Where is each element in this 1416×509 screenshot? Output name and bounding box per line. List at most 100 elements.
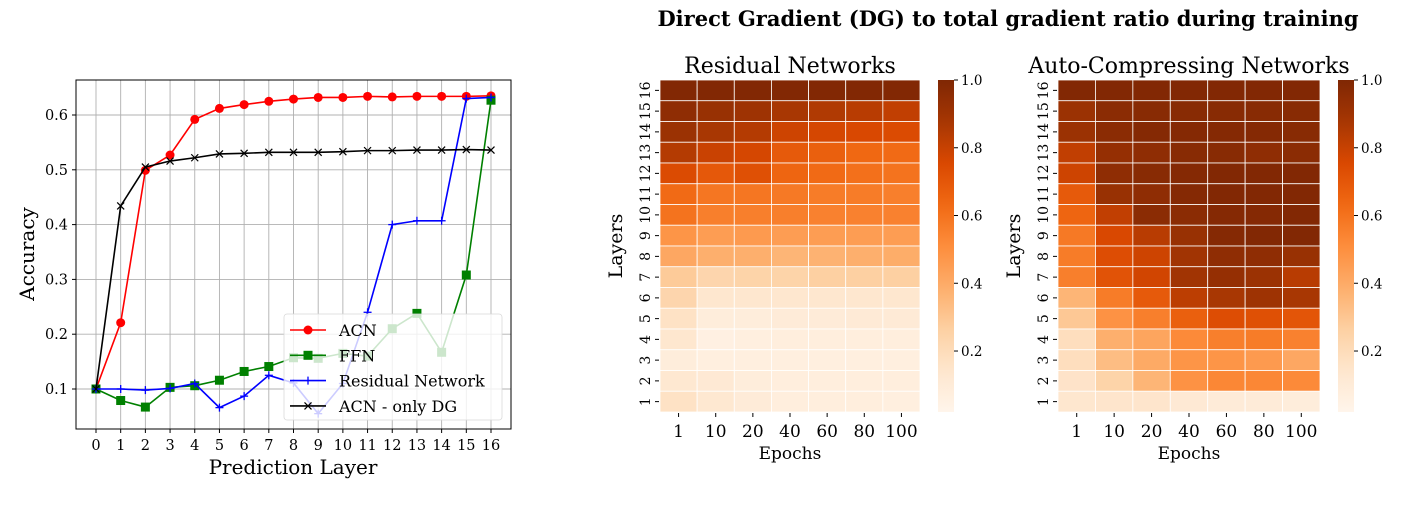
svg-text:13: 13 bbox=[638, 144, 654, 162]
svg-text:6: 6 bbox=[240, 438, 249, 454]
acn-heatmap: Auto-Compressing Networks161514131211109… bbox=[1003, 54, 1382, 464]
x-axis-label: Epochs bbox=[1158, 444, 1221, 464]
svg-text:5: 5 bbox=[215, 438, 224, 454]
svg-text:80: 80 bbox=[1253, 422, 1275, 442]
svg-text:0.4: 0.4 bbox=[1361, 276, 1382, 292]
svg-text:11: 11 bbox=[1036, 185, 1052, 203]
svg-text:10: 10 bbox=[1103, 422, 1125, 442]
svg-text:100: 100 bbox=[1285, 422, 1317, 442]
svg-text:0.6: 0.6 bbox=[961, 209, 982, 225]
heatmap-title: Residual Networks bbox=[684, 54, 896, 79]
svg-text:40: 40 bbox=[1178, 422, 1200, 442]
legend: ACN FFN Residual Network ACN - only DG bbox=[283, 313, 503, 421]
svg-text:1.0: 1.0 bbox=[961, 73, 982, 89]
svg-text:2: 2 bbox=[638, 376, 654, 385]
svg-text:9: 9 bbox=[314, 438, 323, 454]
svg-text:5: 5 bbox=[1036, 314, 1052, 323]
heatmap-cells bbox=[659, 79, 921, 413]
svg-text:1: 1 bbox=[116, 438, 125, 454]
svg-text:13: 13 bbox=[1036, 144, 1052, 162]
svg-text:0.6: 0.6 bbox=[1361, 209, 1382, 225]
legend-label: Residual Network bbox=[339, 372, 485, 391]
residual-networks-heatmap: Residual Networks16151413121110987654321… bbox=[605, 54, 982, 464]
x-axis-label: Prediction Layer bbox=[209, 455, 378, 479]
y-axis-label: Accuracy bbox=[15, 206, 39, 301]
svg-text:4: 4 bbox=[638, 335, 654, 344]
svg-text:14: 14 bbox=[638, 123, 654, 141]
svg-text:0.4: 0.4 bbox=[961, 276, 982, 292]
svg-text:80: 80 bbox=[853, 422, 875, 442]
svg-text:16: 16 bbox=[638, 81, 654, 99]
svg-text:20: 20 bbox=[742, 422, 764, 442]
svg-text:1: 1 bbox=[1036, 397, 1052, 406]
svg-text:0: 0 bbox=[91, 438, 100, 454]
svg-text:15: 15 bbox=[1036, 102, 1052, 120]
svg-text:6: 6 bbox=[638, 293, 654, 302]
svg-text:9: 9 bbox=[638, 231, 654, 240]
svg-text:3: 3 bbox=[165, 438, 174, 454]
svg-text:60: 60 bbox=[816, 422, 838, 442]
svg-text:0.5: 0.5 bbox=[45, 163, 68, 179]
svg-text:7: 7 bbox=[264, 438, 273, 454]
legend-item: Residual Network bbox=[290, 372, 485, 391]
svg-text:0.6: 0.6 bbox=[45, 108, 68, 124]
svg-text:8: 8 bbox=[289, 438, 298, 454]
svg-text:8: 8 bbox=[1036, 252, 1052, 261]
svg-text:16: 16 bbox=[482, 438, 500, 454]
svg-text:14: 14 bbox=[1036, 123, 1052, 141]
svg-text:60: 60 bbox=[1216, 422, 1238, 442]
svg-text:0.3: 0.3 bbox=[45, 272, 68, 288]
svg-text:0.2: 0.2 bbox=[1361, 344, 1382, 360]
y-axis-label: Layers bbox=[605, 214, 627, 279]
svg-text:9: 9 bbox=[1036, 231, 1052, 240]
svg-text:10: 10 bbox=[1036, 206, 1052, 224]
svg-text:12: 12 bbox=[638, 164, 654, 182]
colorbar: 0.2 0.4 0.6 0.8 1.0 bbox=[1338, 73, 1382, 412]
svg-text:3: 3 bbox=[1036, 356, 1052, 365]
legend-label: ACN bbox=[338, 321, 377, 340]
svg-text:0.8: 0.8 bbox=[961, 141, 982, 157]
svg-text:40: 40 bbox=[779, 422, 801, 442]
figure-suptitle: Direct Gradient (DG) to total gradient r… bbox=[657, 6, 1359, 31]
colorbar: 0.2 0.4 0.6 0.8 1.0 bbox=[938, 73, 982, 412]
legend-item: ACN - only DG bbox=[290, 397, 457, 416]
svg-text:11: 11 bbox=[638, 185, 654, 203]
legend-label: ACN - only DG bbox=[338, 397, 457, 416]
svg-text:14: 14 bbox=[432, 438, 450, 454]
svg-text:7: 7 bbox=[1036, 273, 1052, 282]
heatmap-cells bbox=[1057, 79, 1321, 413]
svg-text:0.8: 0.8 bbox=[1361, 141, 1382, 157]
legend-label: FFN bbox=[339, 346, 375, 365]
svg-text:13: 13 bbox=[408, 438, 426, 454]
svg-text:1: 1 bbox=[638, 397, 654, 406]
svg-text:11: 11 bbox=[358, 438, 376, 454]
legend-item: FFN bbox=[290, 346, 375, 365]
axis-ticks: 0 1 2 3 4 5 6 7 8 9 10 11 12 13 14 15 160.10.20.30.40.50… bbox=[45, 108, 500, 454]
svg-text:1.0: 1.0 bbox=[1361, 73, 1382, 89]
svg-text:1: 1 bbox=[673, 422, 684, 442]
svg-text:10: 10 bbox=[705, 422, 727, 442]
svg-text:4: 4 bbox=[190, 438, 199, 454]
svg-text:0.2: 0.2 bbox=[45, 327, 68, 343]
svg-text:2: 2 bbox=[1036, 376, 1052, 385]
svg-text:20: 20 bbox=[1141, 422, 1163, 442]
svg-text:4: 4 bbox=[1036, 335, 1052, 344]
series-acn bbox=[91, 91, 496, 394]
svg-text:12: 12 bbox=[383, 438, 401, 454]
svg-text:10: 10 bbox=[638, 206, 654, 224]
svg-text:3: 3 bbox=[638, 356, 654, 365]
svg-text:16: 16 bbox=[1036, 81, 1052, 99]
x-axis-label: Epochs bbox=[759, 444, 822, 464]
svg-text:6: 6 bbox=[1036, 293, 1052, 302]
svg-text:1: 1 bbox=[1071, 422, 1082, 442]
svg-text:15: 15 bbox=[457, 438, 475, 454]
svg-text:0.4: 0.4 bbox=[45, 218, 68, 234]
svg-text:0.2: 0.2 bbox=[961, 344, 982, 360]
series-acn-only-dg bbox=[92, 145, 495, 393]
legend-item: ACN bbox=[290, 321, 377, 340]
svg-text:10: 10 bbox=[334, 438, 352, 454]
svg-text:2: 2 bbox=[141, 438, 150, 454]
svg-text:8: 8 bbox=[638, 252, 654, 261]
heatmap-title: Auto-Compressing Networks bbox=[1027, 54, 1349, 79]
